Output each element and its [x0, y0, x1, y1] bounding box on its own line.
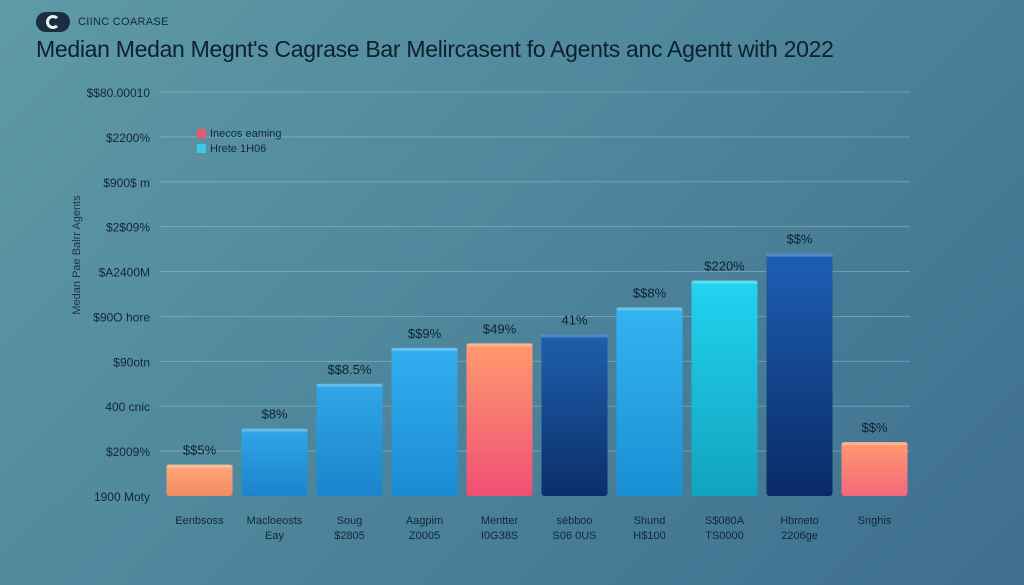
- bar-highlight: [541, 334, 608, 338]
- x-tick-label: Aagpim: [406, 515, 443, 527]
- x-tick-sublabel: I0G38S: [481, 530, 518, 542]
- bar-highlight: [691, 280, 758, 284]
- y-tick-label: $A2400M: [99, 266, 150, 280]
- x-tick-sublabel: S06 0US: [552, 530, 596, 542]
- x-tick-label: Snghis: [858, 515, 892, 527]
- bar-highlight: [616, 307, 683, 311]
- x-tick-label: Eenbsoss: [175, 515, 224, 527]
- bar-highlight: [241, 428, 308, 432]
- bar-value-label: $$8.5%: [327, 362, 372, 377]
- legend-label: Hrete 1H06: [210, 143, 266, 155]
- legend-label: Inecos eaming: [210, 128, 282, 140]
- bar: [541, 334, 608, 496]
- x-tick-sublabel: Eay: [265, 530, 284, 542]
- x-tick-sublabel: Z0005: [409, 530, 440, 542]
- x-tick-label: sébboo: [556, 515, 592, 527]
- bar-value-label: $$5%: [183, 443, 217, 458]
- x-tick-sublabel: $2805: [334, 530, 365, 542]
- y-tick-label: $900$ m: [103, 176, 150, 190]
- x-tick-label: Macloeosts: [247, 515, 303, 527]
- bar-value-label: $$%: [786, 232, 812, 247]
- bar-highlight: [466, 343, 533, 347]
- bar: [691, 280, 758, 496]
- bar-highlight: [391, 347, 458, 351]
- bar-value-label: $$8%: [633, 285, 667, 300]
- y-tick-label: $$80.00010: [87, 86, 151, 100]
- y-tick-label: 400 cnic: [105, 400, 150, 414]
- bar: [841, 442, 908, 496]
- legend-swatch: [197, 129, 206, 138]
- chart-legend: Inecos eaming Hrete 1H06: [197, 128, 282, 155]
- x-tick-sublabel: 2206ge: [781, 530, 818, 542]
- bar-value-label: $$%: [861, 420, 887, 435]
- y-tick-label: $90O hore: [93, 310, 150, 324]
- brand-logo: CIINC COARASE: [36, 12, 169, 32]
- bar-highlight: [841, 442, 908, 446]
- x-tick-label: S$080A: [705, 515, 745, 527]
- x-tick-label: Shund: [634, 515, 666, 527]
- bar: [466, 343, 533, 496]
- bar: [241, 428, 308, 496]
- x-tick-label: Soug: [337, 515, 363, 527]
- bar-value-label: $8%: [261, 407, 287, 422]
- bar: [391, 347, 458, 496]
- bar: [316, 383, 383, 496]
- y-axis-ticks: 1900 Moty $2009% 400 cnic $90otn $90O hore $A…: [87, 86, 151, 504]
- x-tick-label: Mentter: [481, 515, 519, 527]
- logo-text: CIINC COARASE: [78, 16, 169, 28]
- logo-icon: [36, 12, 70, 32]
- x-tick-sublabel: H$100: [633, 530, 665, 542]
- y-axis-title: Medan Pae Balrr Agents: [71, 195, 83, 315]
- y-tick-label: $2$09%: [106, 221, 150, 235]
- x-tick-sublabel: TS0000: [705, 530, 744, 542]
- bar: [766, 253, 833, 496]
- bar: [616, 307, 683, 496]
- bar-highlight: [166, 464, 233, 468]
- bar-highlight: [766, 253, 833, 257]
- y-tick-label: $2009%: [106, 445, 150, 459]
- y-tick-label: $2200%: [106, 131, 150, 145]
- bar-value-label: 41%: [561, 312, 587, 327]
- y-tick-label: $90otn: [113, 355, 150, 369]
- legend-swatch: [197, 144, 206, 153]
- bar-value-label: $$9%: [408, 326, 442, 341]
- y-tick-label: 1900 Moty: [94, 490, 150, 504]
- bar-highlight: [316, 383, 383, 387]
- bar-series: $$5% $8% $$8.5% $$9% $49% 41% $$8% $220% $$% $$%: [166, 232, 908, 496]
- x-axis-ticks: Eenbsoss Macloeosts Eay Soug $2805 Aagpim Z000…: [175, 515, 891, 542]
- bar-value-label: $49%: [483, 321, 517, 336]
- bar: [166, 464, 233, 496]
- x-tick-label: Hbmeto: [780, 515, 819, 527]
- chart-title: Median Medan Megnt's Cagrase Bar Melirca…: [36, 36, 834, 62]
- bar-value-label: $220%: [704, 259, 745, 274]
